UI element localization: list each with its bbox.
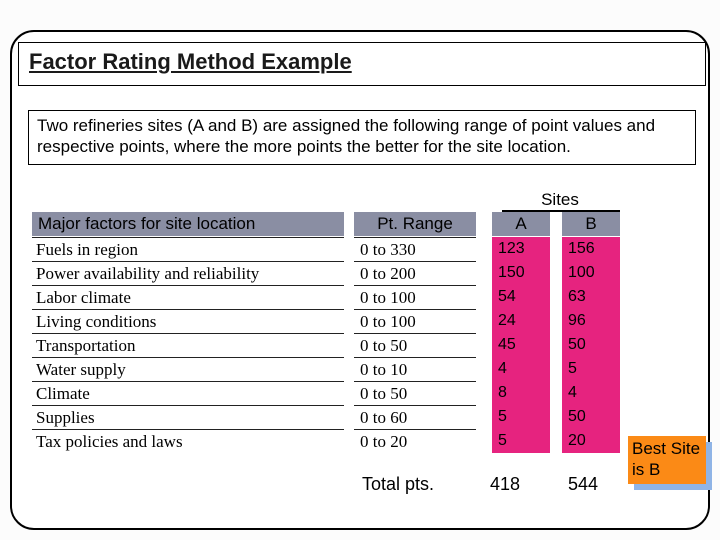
site-a-value: 4: [492, 357, 550, 381]
total-site-b: 544: [568, 474, 598, 495]
header-pt-range: Pt. Range: [354, 212, 476, 236]
total-site-a: 418: [490, 474, 520, 495]
page-title: Factor Rating Method Example: [29, 49, 695, 75]
site-a-value: 150: [492, 261, 550, 285]
sites-header-label: Sites: [512, 190, 608, 210]
site-a-value: 54: [492, 285, 550, 309]
site-b-value: 63: [562, 285, 620, 309]
header-major-factors: Major factors for site location: [32, 212, 344, 236]
site-b-value: 5: [562, 357, 620, 381]
factor-cell: Transportation: [32, 333, 344, 357]
pt-range-column: 0 to 330 0 to 200 0 to 100 0 to 100 0 to…: [354, 237, 476, 453]
pt-range-cell: 0 to 100: [354, 309, 476, 333]
pt-range-cell: 0 to 60: [354, 405, 476, 429]
pt-range-cell: 0 to 10: [354, 357, 476, 381]
pt-range-cell: 0 to 20: [354, 429, 476, 453]
title-box: Factor Rating Method Example: [18, 42, 706, 86]
site-b-value: 20: [562, 429, 620, 453]
pt-range-cell: 0 to 200: [354, 261, 476, 285]
site-a-value: 123: [492, 237, 550, 261]
factor-cell: Tax policies and laws: [32, 429, 344, 453]
totals-label: Total pts.: [362, 474, 434, 495]
site-a-column: 123 150 54 24 45 4 8 5 5: [492, 237, 550, 453]
slide-frame: Factor Rating Method Example Two refiner…: [10, 30, 710, 530]
site-a-value: 5: [492, 429, 550, 453]
factor-cell: Water supply: [32, 357, 344, 381]
header-site-b: B: [562, 212, 620, 236]
intro-text: Two refineries sites (A and B) are assig…: [28, 110, 696, 165]
factor-cell: Labor climate: [32, 285, 344, 309]
factor-cell: Fuels in region: [32, 237, 344, 261]
pt-range-cell: 0 to 330: [354, 237, 476, 261]
pt-range-cell: 0 to 50: [354, 381, 476, 405]
factor-cell: Supplies: [32, 405, 344, 429]
factors-column: Fuels in region Power availability and r…: [32, 237, 344, 453]
site-a-value: 24: [492, 309, 550, 333]
site-b-value: 156: [562, 237, 620, 261]
site-b-value: 96: [562, 309, 620, 333]
site-b-value: 50: [562, 405, 620, 429]
site-b-value: 4: [562, 381, 620, 405]
best-site-callout: Best Site is B: [628, 436, 706, 484]
site-b-column: 156 100 63 96 50 5 4 50 20: [562, 237, 620, 453]
factor-cell: Living conditions: [32, 309, 344, 333]
site-a-value: 8: [492, 381, 550, 405]
factor-cell: Power availability and reliability: [32, 261, 344, 285]
site-b-value: 50: [562, 333, 620, 357]
site-b-value: 100: [562, 261, 620, 285]
site-a-value: 45: [492, 333, 550, 357]
factor-cell: Climate: [32, 381, 344, 405]
pt-range-cell: 0 to 50: [354, 333, 476, 357]
pt-range-cell: 0 to 100: [354, 285, 476, 309]
header-site-a: A: [492, 212, 550, 236]
site-a-value: 5: [492, 405, 550, 429]
